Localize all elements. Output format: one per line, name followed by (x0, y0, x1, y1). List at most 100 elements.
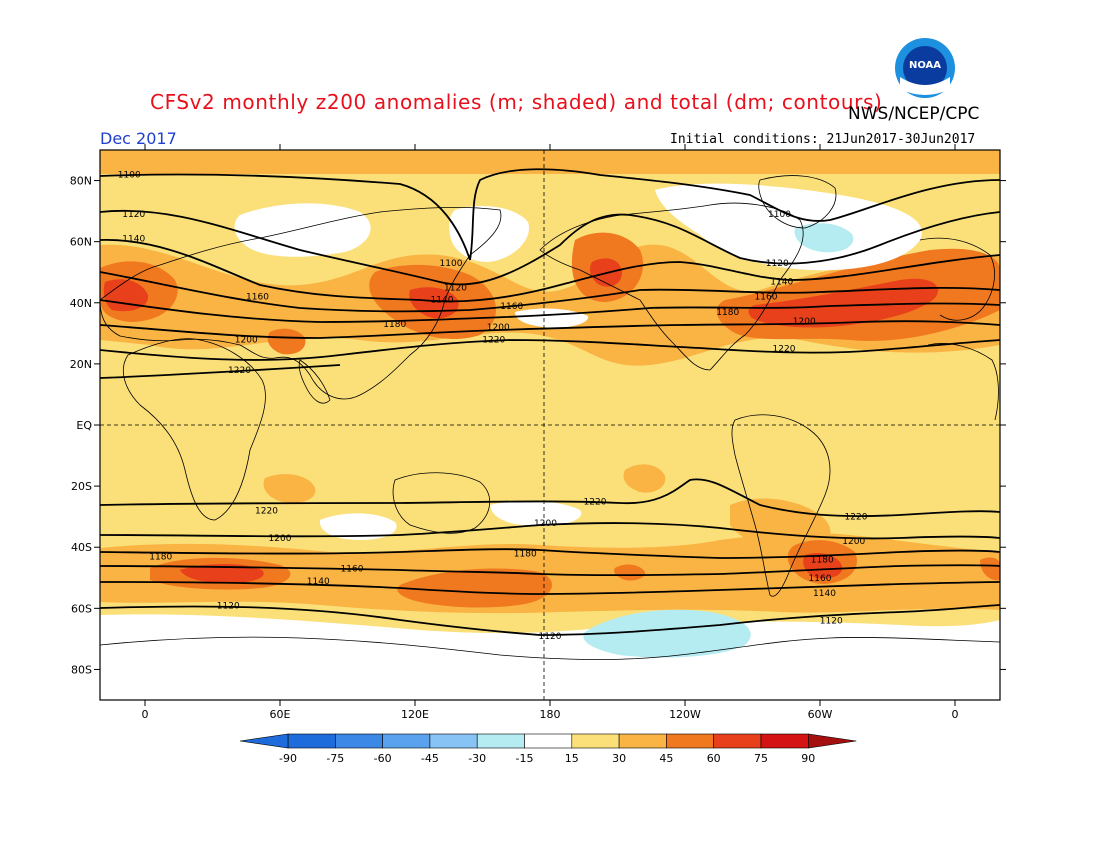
coast-india (298, 359, 331, 404)
lon-tick-label: 120E (401, 708, 429, 720)
lon-tick-label: 180 (540, 708, 561, 720)
lat-tick-label: 60N (70, 236, 92, 249)
lon-tick-label: 0 (142, 708, 149, 720)
logo-text: NOAA (909, 60, 941, 71)
contour-label: 1140 (770, 277, 793, 287)
colorbar-label: 15 (565, 752, 579, 765)
shade-neg-labrador (794, 223, 854, 253)
colorbar-box (666, 733, 715, 749)
contour-label: 1160 (341, 565, 364, 575)
shade-45-60-spac (397, 568, 552, 608)
colorbar-box (618, 733, 667, 749)
shade-60-75-europe (103, 279, 149, 312)
contour-1100-a (100, 168, 1000, 261)
contour-labels: 1100 1120 1140 1160 1200 1220 1100 1120 1140 1180… (118, 170, 868, 642)
contour-1160-sh (100, 564, 1000, 577)
height-contours (100, 168, 1000, 636)
contour-label: 1100 (440, 259, 463, 269)
contour-label: 1120 (820, 617, 843, 627)
contour-label: 1180 (811, 555, 834, 565)
colorbar-labels: -90 -75 -60 -45 -30 -15 15 30 45 60 75 90 (279, 752, 815, 765)
coast-australia (392, 472, 490, 534)
shade-45-60-pac-small (614, 564, 646, 581)
contour-1200-sh (100, 522, 1000, 540)
contour-1200 (100, 320, 1000, 339)
colorbar-box (713, 733, 762, 749)
colorbar-label: 90 (801, 752, 815, 765)
contour-1220-nh-b (100, 364, 341, 379)
contour-label: 1160 (755, 293, 778, 303)
shade-45-60-mideast (267, 328, 306, 355)
shade-lt15-aus (319, 513, 397, 540)
colorbar-label: 30 (612, 752, 626, 765)
lat-axis: 80N 60N 40N 20N EQ 20S 40S 60S 80S (70, 175, 1006, 676)
colorbar-label: 60 (707, 752, 721, 765)
contour-label: 1140 (307, 577, 330, 587)
contour-label: 1120 (122, 210, 145, 220)
lat-tick-label: 60S (71, 602, 92, 615)
contour-label: 1200 (487, 323, 510, 333)
contour-label: 1120 (539, 632, 562, 642)
colorbar-label: -15 (516, 752, 534, 765)
contour-label: 1100 (768, 210, 791, 220)
contour-label: 1160 (809, 574, 832, 584)
lat-tick-label: 40S (71, 541, 92, 554)
colorbar-box (571, 733, 620, 749)
contour-label: 1120 (766, 259, 789, 269)
contour-label: 1160 (246, 293, 269, 303)
contour-label: 1220 (773, 345, 796, 355)
contour-1180 (100, 299, 1000, 323)
contour-1160 (100, 271, 1000, 313)
colorbar-label: -75 (326, 752, 344, 765)
lat-tick-label: 20S (71, 480, 92, 493)
lat-tick-label: EQ (76, 419, 92, 432)
contour-label: 1200 (793, 317, 816, 327)
contour-label: 1140 (122, 235, 145, 245)
colorbar-box (429, 733, 478, 749)
contour-1180-sh (100, 548, 1000, 559)
lat-tick-label: 40N (70, 297, 92, 310)
contour-1220-nh (100, 339, 1000, 361)
lon-tick-label: 0 (952, 708, 959, 720)
noaa-logo-icon: NOAA (895, 38, 955, 98)
lon-tick-label: 60E (270, 708, 291, 720)
contour-label: 1220 (482, 335, 505, 345)
contour-label: 1220 (255, 507, 278, 517)
shade-30-45-io (263, 474, 316, 503)
shade-lt15-antarctic (100, 614, 1000, 700)
init-conditions: Initial conditions: 21Jun2017-30Jun2017 (670, 132, 976, 147)
colorbar-label: -45 (421, 752, 439, 765)
coast-s-america (731, 414, 831, 597)
colorbar-box (287, 733, 336, 749)
shade-neg-ross (583, 609, 751, 658)
shade-45-60-atl-east (980, 557, 1000, 581)
contour-label: 1160 (500, 302, 523, 312)
shade-lt15-siberia (234, 203, 371, 257)
contour-label: 1220 (228, 366, 251, 376)
lon-tick-label: 60W (808, 708, 833, 720)
colorbar-box (382, 733, 431, 749)
coast-antarctica (100, 636, 1000, 660)
colorbar-underflow-arrow (239, 733, 289, 749)
contour-1140-sh (100, 581, 1000, 595)
contour-label: 1120 (217, 601, 240, 611)
contour-label: 1220 (584, 497, 607, 507)
contour-label: 1180 (716, 308, 739, 318)
anomaly-map: 1100 1120 1140 1160 1200 1220 1100 1120 1140 1180… (70, 144, 1006, 720)
contour-label: 1140 (431, 296, 454, 306)
colorbar-box (476, 733, 525, 749)
contour-1220-sh (100, 478, 1000, 518)
contour-1120 (100, 209, 1000, 286)
contour-label: 1100 (118, 170, 141, 180)
lat-tick-label: 80N (70, 175, 92, 188)
lat-tick-label: 20N (70, 358, 92, 371)
shade-60-75-sio (180, 564, 264, 584)
lon-axis: 0 60E 120E 180 120W 60W 0 (142, 144, 959, 720)
colorbar-label: 45 (659, 752, 673, 765)
shade-30-45-sa (730, 498, 831, 552)
colorbar-boxes (239, 733, 857, 749)
coast-n-america (539, 202, 804, 371)
lon-tick-label: 120W (669, 708, 701, 720)
contour-label: 1200 (842, 537, 865, 547)
colorbar-label: -30 (468, 752, 486, 765)
